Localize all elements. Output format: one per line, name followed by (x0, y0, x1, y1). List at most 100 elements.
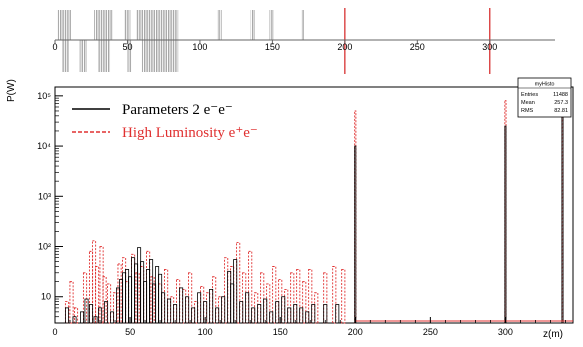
bar-parameters (287, 307, 292, 324)
strip-tick-label: 200 (337, 42, 352, 52)
layout-block (94, 10, 113, 40)
bar-parameters (161, 292, 166, 324)
x-tick-label: 300 (498, 327, 513, 337)
bar-parameters (251, 307, 256, 324)
y-tick-label: 10 (41, 292, 51, 302)
stats-box: myHisto Entries 11488 Mean 257.3 RMS 82.… (517, 77, 572, 118)
bar-parameters (167, 298, 172, 324)
y-tick-label: 10² (38, 242, 51, 252)
y-tick-label: 10⁵ (37, 91, 51, 101)
bar-high-luminosity (69, 281, 74, 324)
strip-tick-label: 300 (482, 42, 497, 52)
layout-block (57, 10, 71, 40)
y-tick-label: 10³ (38, 191, 51, 201)
bar-parameters (281, 296, 286, 324)
bar-high-luminosity (302, 281, 307, 324)
bar-parameters (299, 307, 304, 324)
layout-block (136, 10, 179, 40)
bar-high-luminosity (102, 276, 107, 324)
x-tick-label: 100 (198, 327, 213, 337)
bar-parameters (239, 301, 244, 324)
stats-rms-label: RMS (521, 108, 534, 114)
y-tick-label: 10⁴ (37, 141, 51, 151)
bar-parameters (185, 296, 190, 324)
bar-parameters (245, 292, 250, 324)
bar-parameters (215, 307, 220, 324)
strip-tick-label: 50 (122, 42, 132, 52)
bar-high-luminosity (82, 272, 88, 324)
bar-high-luminosity (248, 250, 253, 324)
bar-high-luminosity (296, 268, 301, 324)
y-axis-title: P(W) (6, 79, 17, 102)
layout-block (79, 40, 87, 72)
x-tick-label: 200 (348, 327, 363, 337)
bar-parameters (257, 304, 262, 324)
bar-parameters (197, 292, 202, 324)
layout-block (62, 40, 70, 72)
bar-high-luminosity (164, 268, 169, 324)
strip-tick-label: 150 (265, 42, 280, 52)
layout-block (98, 40, 111, 72)
bar-parameters (84, 298, 89, 324)
x-axis-ticks: 0 50 100 150 200 250 300 (52, 317, 566, 337)
x-axis-title: z(m) (543, 329, 563, 340)
layout-block (127, 40, 132, 72)
legend: Parameters 2 e⁻e⁻ High Luminosity e⁺e⁻ (72, 102, 258, 141)
bar-high-luminosity (290, 272, 295, 324)
strip-tick-label: 0 (52, 42, 57, 52)
bar-high-luminosity (314, 292, 319, 324)
bar-high-luminosity (308, 268, 313, 324)
x-tick-label: 50 (125, 327, 135, 337)
bar-parameters (275, 301, 280, 324)
stats-title: myHisto (535, 82, 555, 88)
stats-mean-value: 257.3 (554, 100, 568, 106)
layout-block (124, 10, 131, 40)
bar-high-luminosity (272, 266, 277, 324)
layout-block (250, 10, 255, 40)
bar-parameters (80, 311, 85, 324)
layout-block (269, 10, 274, 40)
bar-parameters (335, 304, 340, 324)
bar-parameters (191, 307, 196, 324)
stats-box-frame (517, 77, 572, 118)
bar-parameters (89, 304, 94, 324)
strip-tick-label: 100 (192, 42, 207, 52)
bar-high-luminosity (332, 266, 337, 324)
legend-entry-parameters: Parameters 2 e⁻e⁻ (122, 102, 233, 118)
plot-frame (54, 86, 574, 324)
stats-entries-value: 11488 (553, 92, 568, 98)
bar-parameters (221, 296, 226, 324)
x-tick-label: 150 (273, 327, 288, 337)
bar-parameters (104, 301, 109, 324)
bar-parameters (209, 288, 214, 324)
bar-parameters (65, 307, 70, 324)
bar-parameters (110, 311, 115, 324)
layout-strip: 0 50 100 150 200 250 300 (52, 8, 555, 74)
bar-high-luminosity (323, 272, 328, 324)
bar-high-luminosity (107, 283, 112, 324)
bar-high-luminosity (260, 272, 265, 324)
layout-block (217, 10, 222, 40)
bar-high-luminosity (341, 268, 346, 324)
strip-blocks (57, 10, 305, 72)
stats-mean-label: Mean (521, 100, 535, 106)
x-tick-label: 0 (52, 327, 57, 337)
bar-parameters (311, 304, 316, 324)
bar-parameters (305, 311, 310, 324)
strip-tick-label: 250 (410, 42, 425, 52)
stats-rms-value: 82.81 (554, 108, 568, 114)
bar-parameters (179, 287, 184, 324)
bar-high-luminosity (194, 301, 199, 324)
bar-high-luminosity (266, 283, 271, 324)
bar-parameters (93, 316, 98, 324)
layout-block (301, 10, 305, 40)
y-axis-ticks: 10 10² 10³ 10⁴ 10⁵ (37, 91, 63, 324)
bar-high-luminosity (91, 240, 97, 324)
stats-entries-label: Entries (521, 92, 538, 98)
layout-block (141, 40, 179, 72)
strip-ticks: 0 50 100 150 200 250 300 (52, 40, 497, 52)
bar-high-luminosity (212, 276, 217, 324)
bar-high-luminosity (73, 307, 79, 324)
